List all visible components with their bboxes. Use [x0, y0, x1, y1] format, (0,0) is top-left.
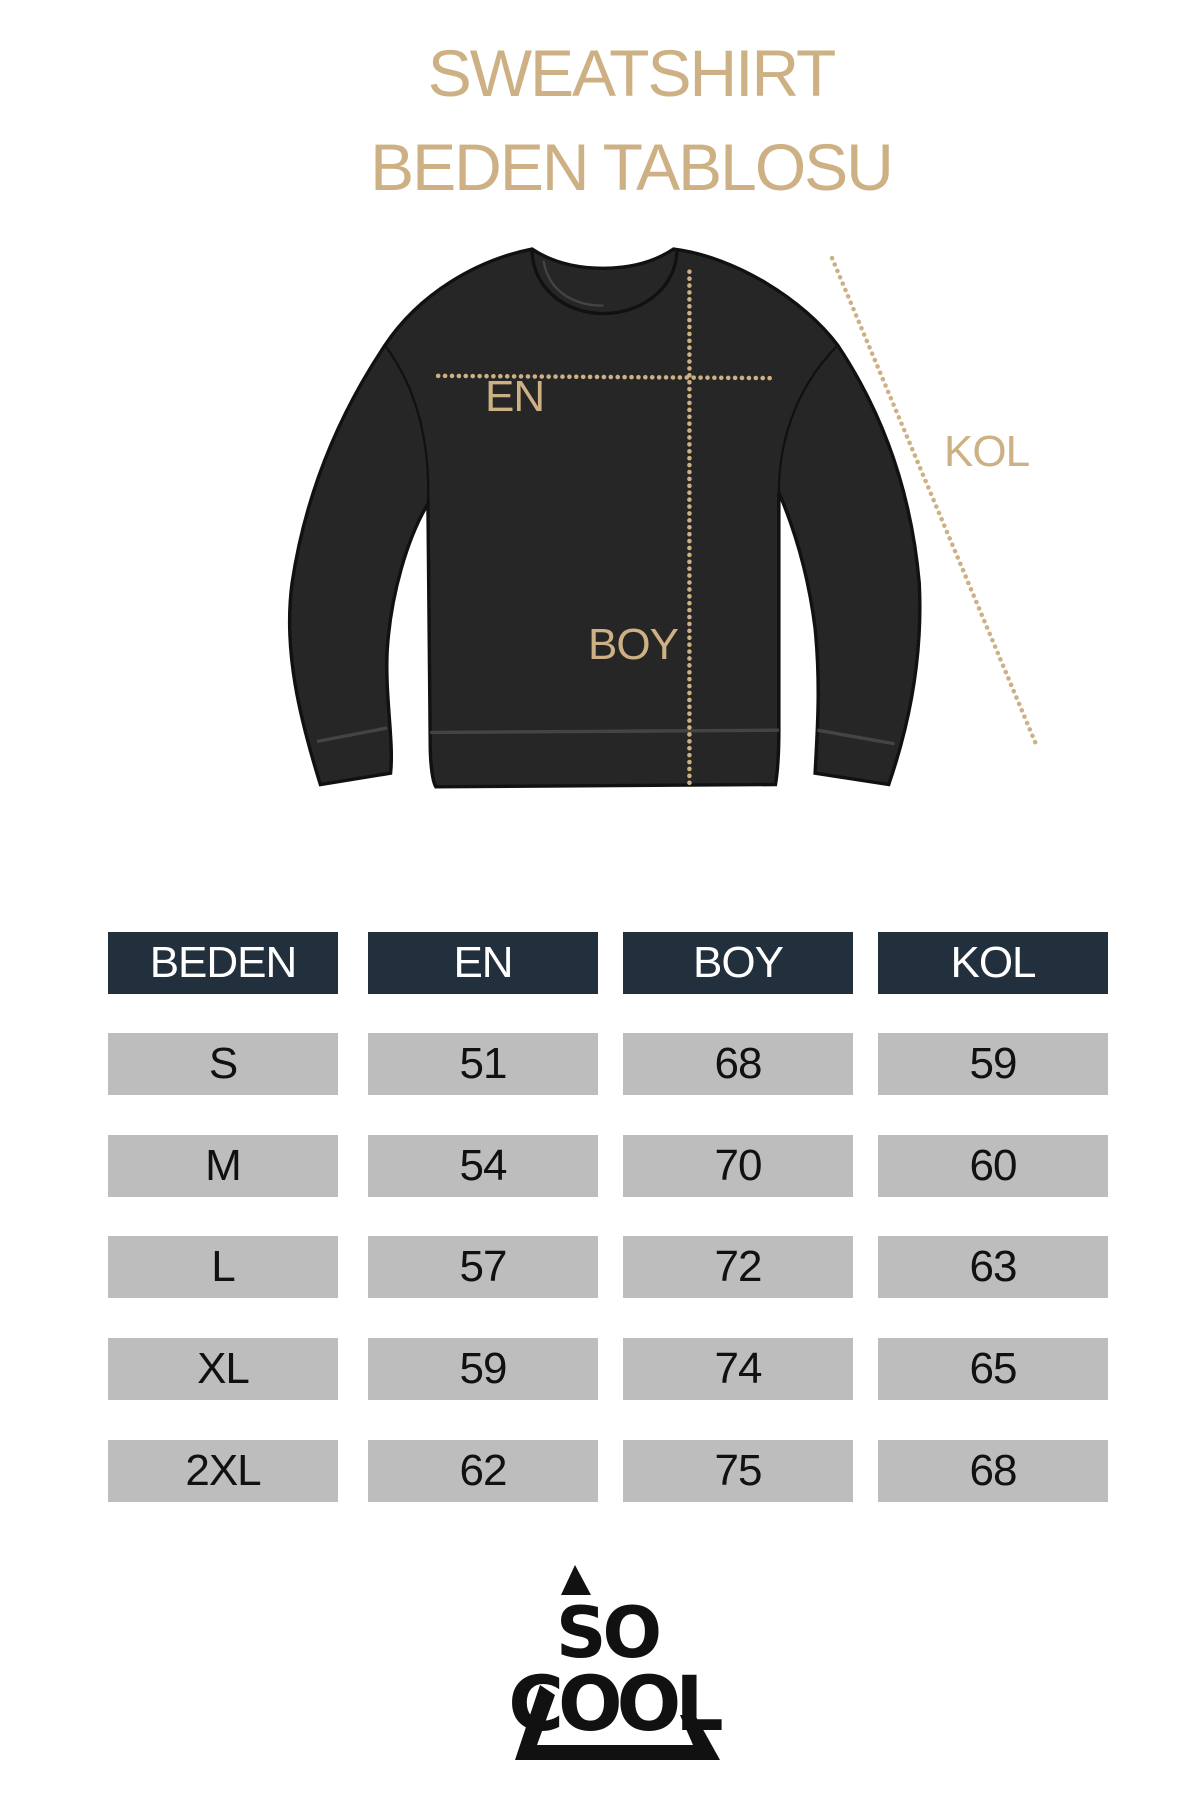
header-en: EN [368, 932, 598, 994]
header-kol: KOL [878, 932, 1108, 994]
kol-label: KOL [944, 427, 1030, 476]
header-beden: BEDEN [108, 932, 338, 994]
title-line-2: BEDEN TABLOSU [370, 130, 894, 204]
cell-boy: 74 [623, 1338, 853, 1400]
en-label: EN [485, 372, 545, 421]
cell-en: 51 [368, 1033, 598, 1095]
cell-kol: 63 [878, 1236, 1108, 1298]
cell-beden: XL [108, 1338, 338, 1400]
cell-beden: L [108, 1236, 338, 1298]
cell-kol: 65 [878, 1338, 1108, 1400]
cell-boy: 70 [623, 1135, 853, 1197]
en-measure-line [435, 373, 773, 381]
cell-boy: 68 [623, 1033, 853, 1095]
cell-en: 62 [368, 1440, 598, 1502]
cell-kol: 60 [878, 1135, 1108, 1197]
cell-en: 57 [368, 1236, 598, 1298]
cell-boy: 75 [623, 1440, 853, 1502]
cell-beden: S [108, 1033, 338, 1095]
boy-label: BOY [588, 620, 679, 669]
sweatshirt-illustration [287, 247, 922, 789]
title-line-1: SWEATSHIRT [427, 36, 837, 110]
cell-kol: 59 [878, 1033, 1108, 1095]
cell-en: 59 [368, 1338, 598, 1400]
so-cool-logo: SO COOL [508, 1565, 728, 1760]
kol-measure-line [829, 255, 1039, 747]
header-boy: BOY [623, 932, 853, 994]
cell-beden: 2XL [108, 1440, 338, 1502]
cell-boy: 72 [623, 1236, 853, 1298]
svg-text:SO: SO [556, 1592, 658, 1674]
cell-kol: 68 [878, 1440, 1108, 1502]
cell-beden: M [108, 1135, 338, 1197]
cell-en: 54 [368, 1135, 598, 1197]
svg-text:COOL: COOL [508, 1659, 722, 1748]
